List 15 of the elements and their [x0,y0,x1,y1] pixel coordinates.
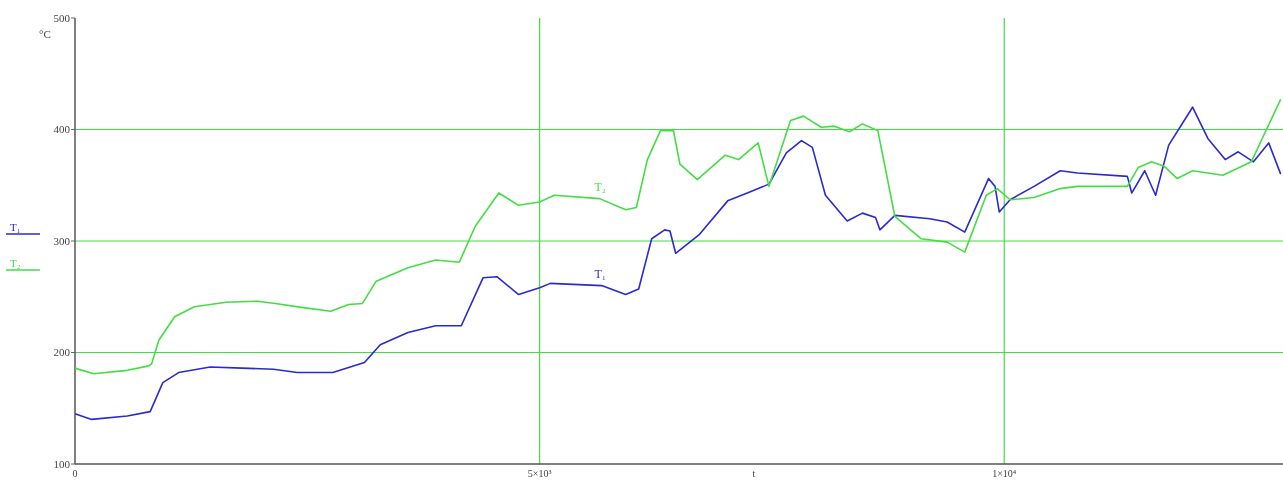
x-tick-label: 0 [72,468,78,479]
x-tick-label: 5×10³ [527,468,552,479]
y-tick-label: 200 [53,346,71,359]
series-label: T₁ [594,266,606,281]
text: T₁ [10,221,21,233]
y-tick-label: 400 [53,123,71,136]
y-tick-label: 300 [53,234,71,247]
x-axis-title: t [752,468,756,479]
y-tick-label: 500 [53,11,71,24]
y-tick-label: 100 [53,457,71,470]
series-label: T₂ [594,179,606,194]
line-series [74,106,1282,421]
x-tick-label: 1×10⁴ [992,468,1017,479]
y-axis-title: °C [39,28,51,40]
text: T₂ [10,257,21,269]
